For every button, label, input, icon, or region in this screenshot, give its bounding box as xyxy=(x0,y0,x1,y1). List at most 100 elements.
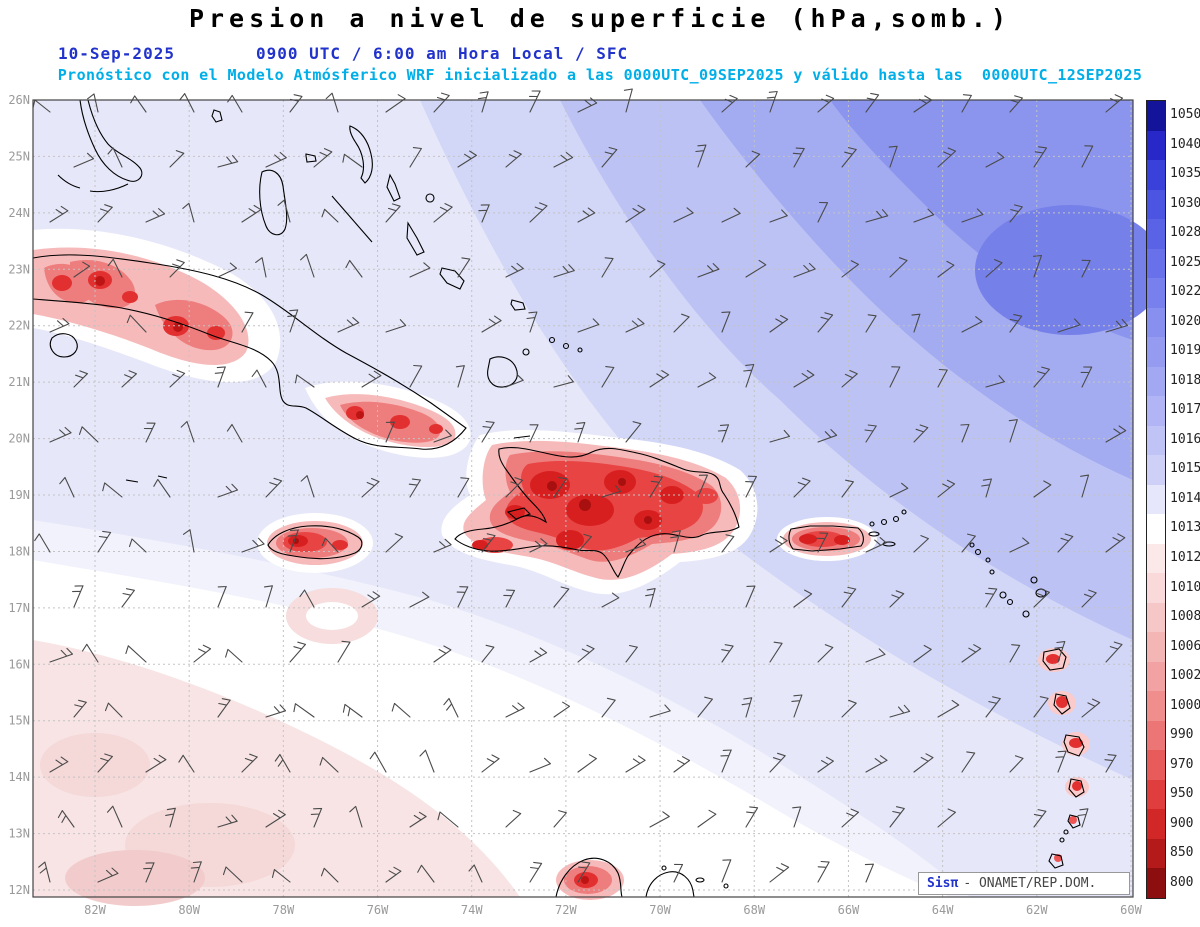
wind-barb xyxy=(529,424,539,443)
wind-barb xyxy=(529,538,548,553)
colorbar-value: 1035 xyxy=(1170,166,1200,182)
wind-barb xyxy=(769,641,783,663)
lat-label: 21N xyxy=(8,375,30,389)
colorbar-value: 990 xyxy=(1170,727,1194,743)
wind-barb xyxy=(913,208,935,223)
wind-barb xyxy=(456,586,469,608)
wind-barb xyxy=(625,204,646,223)
wind-barb xyxy=(241,311,254,333)
wind-barb xyxy=(985,152,1005,168)
wind-barb xyxy=(817,756,834,773)
colorbar-value: 1020 xyxy=(1170,313,1200,329)
wind-barb xyxy=(153,478,171,498)
colorbar-value: 1040 xyxy=(1170,136,1200,152)
wind-barb xyxy=(817,201,829,223)
wind-barb xyxy=(1009,314,1023,333)
wind-barb xyxy=(529,647,548,663)
colorbar-value: 970 xyxy=(1170,756,1194,772)
colorbar-cell xyxy=(1147,189,1165,220)
wind-barb xyxy=(1081,589,1097,608)
wind-barb xyxy=(369,751,387,773)
wind-barb xyxy=(481,754,500,773)
wind-barb xyxy=(601,366,615,388)
wind-barb xyxy=(87,93,99,113)
wind-barb xyxy=(265,704,287,718)
wind-barb xyxy=(179,93,195,113)
wind-barb xyxy=(321,208,339,223)
colorbar-cell xyxy=(1147,130,1165,161)
wind-barb xyxy=(743,363,755,388)
wind-barb xyxy=(1057,533,1074,553)
wind-barb xyxy=(793,477,811,498)
wind-barb xyxy=(409,147,422,168)
wind-barb xyxy=(720,749,732,773)
lon-label: 76W xyxy=(367,903,389,917)
map-frame xyxy=(32,99,1134,898)
wind-barb xyxy=(1105,425,1127,443)
wind-barb xyxy=(721,311,731,333)
lat-label: 15N xyxy=(8,714,30,728)
wind-barb xyxy=(345,259,363,278)
florida-keys-coastline xyxy=(57,174,129,193)
wind-barb xyxy=(265,477,283,498)
wind-barb xyxy=(1009,755,1024,773)
wind-barb xyxy=(72,585,84,608)
wind-barb xyxy=(745,806,759,828)
colorbar-cell xyxy=(1147,366,1165,397)
wind-barb xyxy=(503,589,516,608)
colorbar-cell xyxy=(1147,307,1165,338)
lat-label: 24N xyxy=(8,206,30,220)
wind-barb xyxy=(182,202,195,223)
wind-barb xyxy=(481,315,502,333)
wind-barb xyxy=(385,203,401,223)
wind-barb xyxy=(1105,318,1129,333)
wind-barb xyxy=(73,261,91,278)
wind-barb xyxy=(697,263,720,278)
wind-barb xyxy=(1033,366,1050,388)
wind-barb xyxy=(225,648,243,663)
colorbar-value: 1050 xyxy=(1170,107,1200,123)
wind-barb xyxy=(841,260,859,278)
wind-barb xyxy=(143,862,155,883)
lat-label: 16N xyxy=(8,657,30,671)
lon-label: 82W xyxy=(84,903,106,917)
wind-barb xyxy=(577,318,600,333)
colorbar-cell xyxy=(1147,219,1165,249)
colorbar-cell xyxy=(1147,455,1165,485)
wind-barb xyxy=(165,807,176,828)
wind-barb xyxy=(817,860,830,883)
wind-barb xyxy=(913,424,929,443)
colorbar xyxy=(1146,100,1166,899)
wind-barb xyxy=(178,754,195,773)
colorbar-value: 800 xyxy=(1170,874,1194,890)
wind-barb xyxy=(107,258,123,278)
wind-barb xyxy=(325,92,339,113)
lon-label: 80W xyxy=(178,903,200,917)
lon-label: 66W xyxy=(838,903,860,917)
wind-barb xyxy=(300,253,315,278)
colorbar-value: 1013 xyxy=(1170,520,1200,536)
lat-label: 26N xyxy=(8,93,30,107)
wind-barb xyxy=(385,866,402,883)
lat-label: 25N xyxy=(8,149,30,163)
colorbar-value: 1018 xyxy=(1170,372,1200,388)
wind-barb xyxy=(601,697,616,718)
wind-barb xyxy=(265,809,286,828)
florida-coastline xyxy=(79,99,143,182)
wind-barb xyxy=(277,199,291,223)
wind-barb xyxy=(745,259,767,278)
wind-barb xyxy=(985,587,998,608)
wind-barb xyxy=(1077,808,1089,828)
wind-barb xyxy=(214,366,226,388)
jamaica-coastline xyxy=(267,525,363,560)
wind-barb xyxy=(889,590,905,608)
colorbar-cell xyxy=(1147,779,1165,810)
wind-barb xyxy=(385,421,395,443)
wind-barb xyxy=(769,535,788,553)
wind-barb xyxy=(673,863,684,883)
lat-label: 12N xyxy=(8,883,30,897)
wind-barb xyxy=(1054,641,1066,663)
wind-barb xyxy=(937,368,948,388)
colorbar-value: 1028 xyxy=(1170,225,1200,241)
wind-barb xyxy=(409,591,430,608)
